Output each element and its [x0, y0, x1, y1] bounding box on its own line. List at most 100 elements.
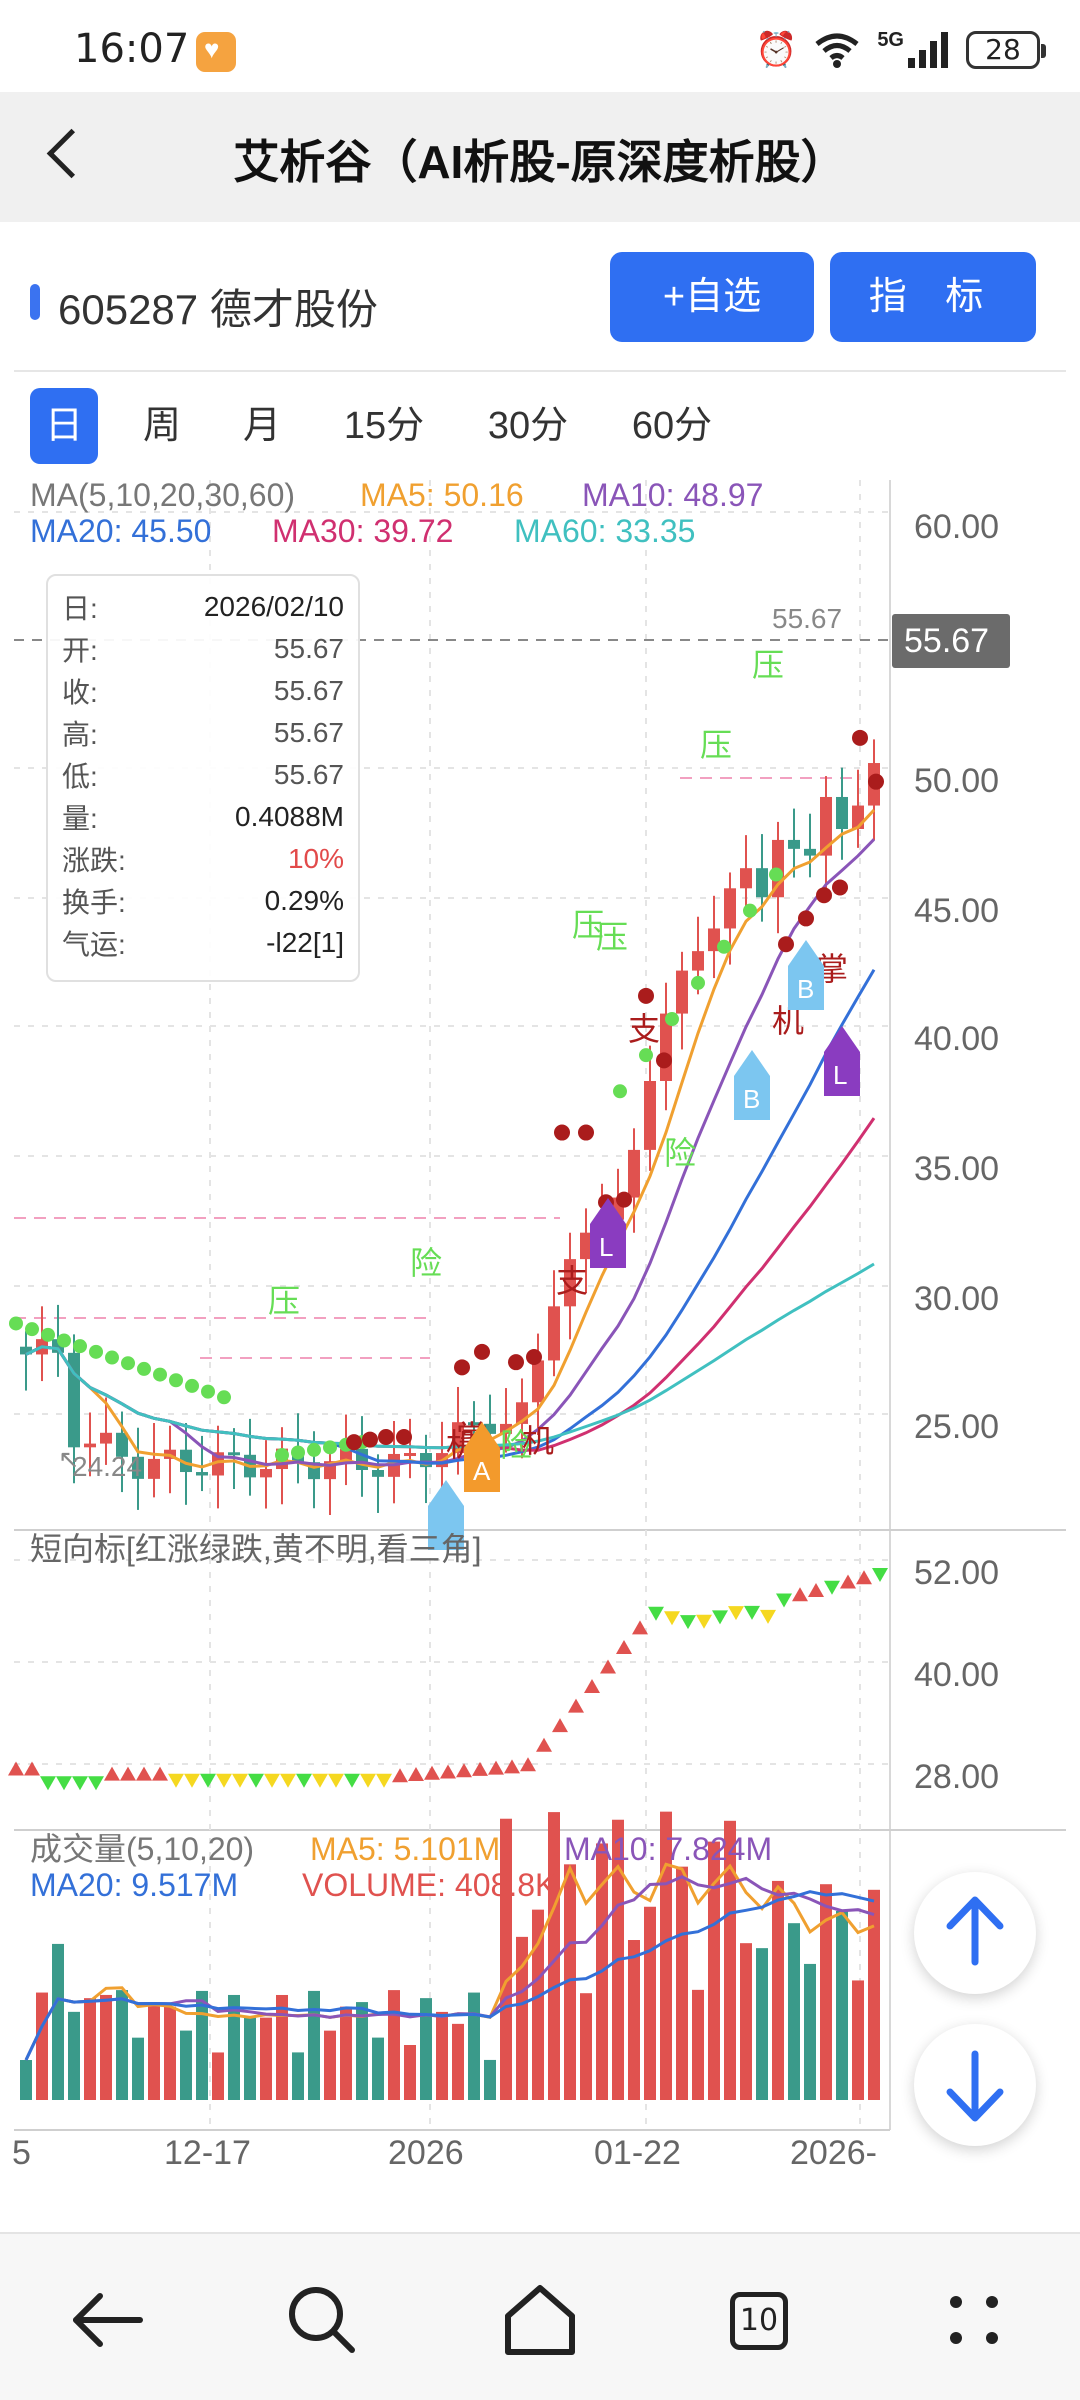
volume-legend: VOLUME: 408.8K	[302, 1867, 556, 1903]
direction-triangle	[328, 1773, 344, 1788]
signal-b-shape	[788, 940, 824, 1010]
direction-triangle	[424, 1765, 440, 1780]
candle-body	[404, 1453, 416, 1457]
x-axis-label: 2026	[388, 2134, 464, 2172]
volume-bar	[820, 1884, 832, 2100]
trend-dot	[832, 879, 848, 896]
direction-triangle	[392, 1768, 408, 1783]
direction-triangle	[712, 1610, 728, 1625]
direction-triangle	[200, 1773, 216, 1788]
price-tick: 45.00	[914, 892, 999, 930]
page-title: 艾析谷（AI析股-原深度析股）	[233, 136, 847, 188]
trend-dot	[291, 1445, 305, 1460]
add-watchlist-button[interactable]: +自选	[610, 252, 814, 342]
signal-ya: 压	[752, 647, 784, 683]
volume-bar	[276, 1994, 288, 2100]
candle-body	[468, 1422, 480, 1426]
price-tick: 60.00	[914, 508, 999, 546]
scroll-up-button[interactable]	[914, 1872, 1036, 1994]
info-row-date: 日: 2026/02/10	[62, 586, 344, 628]
candle-body	[788, 839, 800, 849]
divider	[14, 370, 1066, 372]
trend-dot	[638, 987, 654, 1004]
direction-triangle	[8, 1761, 24, 1776]
info-row-fortune: 气运: -l22[1]	[62, 922, 344, 964]
kline-chart[interactable]: 压险压压压压险险支支机机掌掌机ABBLL MA(5,10,20,30,60) M…	[0, 466, 1080, 2180]
volume-bar	[388, 1990, 400, 2100]
tab-week[interactable]: 周	[142, 405, 181, 447]
direction-triangle	[584, 1679, 600, 1694]
volume-bar	[740, 1943, 752, 2100]
nav-home-button[interactable]	[490, 2270, 590, 2370]
info-key: 涨跌:	[62, 845, 126, 876]
direction-triangle	[312, 1773, 328, 1788]
direction-triangle	[536, 1737, 552, 1752]
nav-search-button[interactable]	[272, 2270, 372, 2370]
volume-bar	[212, 2052, 224, 2100]
trend-dot	[868, 773, 884, 790]
arrow-up-icon	[946, 1896, 1004, 1966]
current-price-label: 55.67	[904, 622, 989, 660]
candle-body	[548, 1306, 560, 1361]
direction-triangle	[776, 1593, 792, 1608]
candle-body	[532, 1360, 544, 1403]
direction-triangle	[824, 1580, 840, 1595]
scroll-down-button[interactable]	[914, 2024, 1036, 2146]
info-row-close: 收: 55.67	[62, 670, 344, 712]
tab-day[interactable]: 日	[30, 388, 98, 464]
signal-b-label: B	[743, 1084, 760, 1114]
trend-dot	[396, 1429, 412, 1445]
volume-bar	[564, 1864, 576, 2100]
candle-body	[180, 1449, 192, 1473]
nav-menu-button[interactable]	[924, 2270, 1024, 2370]
tab-15min[interactable]: 15分	[343, 405, 425, 447]
direction-triangle	[600, 1659, 616, 1674]
direction-triangle	[664, 1611, 680, 1626]
trend-dot	[656, 1052, 672, 1069]
tab-30min[interactable]: 30分	[487, 405, 569, 447]
menu-dots-icon	[950, 2296, 998, 2344]
volume-bar	[324, 2030, 336, 2100]
volume-bar	[852, 1980, 864, 2100]
trend-dot	[169, 1373, 183, 1388]
x-axis-label: 2026-	[790, 2134, 877, 2172]
indicator-button[interactable]: 指 标	[830, 252, 1036, 342]
direction-triangle	[56, 1776, 72, 1791]
info-row-volume: 量: 0.4088M	[62, 796, 344, 838]
volume-bar	[68, 2011, 80, 2100]
ma-legend-label: MA(5,10,20,30,60)	[30, 477, 295, 513]
arrow-down-icon	[946, 2050, 1004, 2122]
trend-dot	[121, 1356, 135, 1371]
ma-line	[25, 808, 876, 1469]
candle-body	[100, 1432, 112, 1444]
candle-body	[132, 1456, 144, 1479]
nav-tabs-button[interactable]: 10	[708, 2270, 808, 2370]
signal-b: B	[734, 1050, 770, 1120]
vol-ma20-legend: MA20: 9.517M	[30, 1867, 238, 1903]
trend-dot	[743, 903, 757, 918]
tab-month[interactable]: 月	[242, 405, 281, 447]
kline-chart-canvas[interactable]: 压险压压压压险险支支机机掌掌机ABBLL MA(5,10,20,30,60) M…	[0, 466, 1080, 2180]
candle-body	[484, 1423, 496, 1434]
trend-dot	[508, 1354, 524, 1371]
volume-bar	[724, 1820, 736, 2100]
tabs-icon: 10	[730, 2292, 788, 2350]
trend-dot	[307, 1442, 321, 1457]
high-price-label: 55.67	[772, 603, 842, 634]
ma20-legend: MA20: 45.50	[30, 513, 211, 549]
direction-triangle	[552, 1718, 568, 1733]
trend-dot	[665, 1012, 679, 1027]
trend-dot	[323, 1440, 337, 1455]
volume-bar	[100, 1994, 112, 2100]
trend-dot	[89, 1344, 103, 1359]
tab-60min[interactable]: 60分	[631, 405, 713, 447]
signal-l-label: L	[599, 1232, 613, 1262]
signal-b-shape	[734, 1050, 770, 1120]
volume-bar	[468, 1992, 480, 2100]
price-tick: 25.00	[914, 1408, 999, 1446]
short-tick: 28.00	[914, 1758, 999, 1796]
volume-bar	[516, 1936, 528, 2100]
signal-ya: 压	[572, 907, 604, 943]
direction-triangle	[616, 1639, 632, 1654]
nav-back-button[interactable]	[58, 2270, 158, 2370]
